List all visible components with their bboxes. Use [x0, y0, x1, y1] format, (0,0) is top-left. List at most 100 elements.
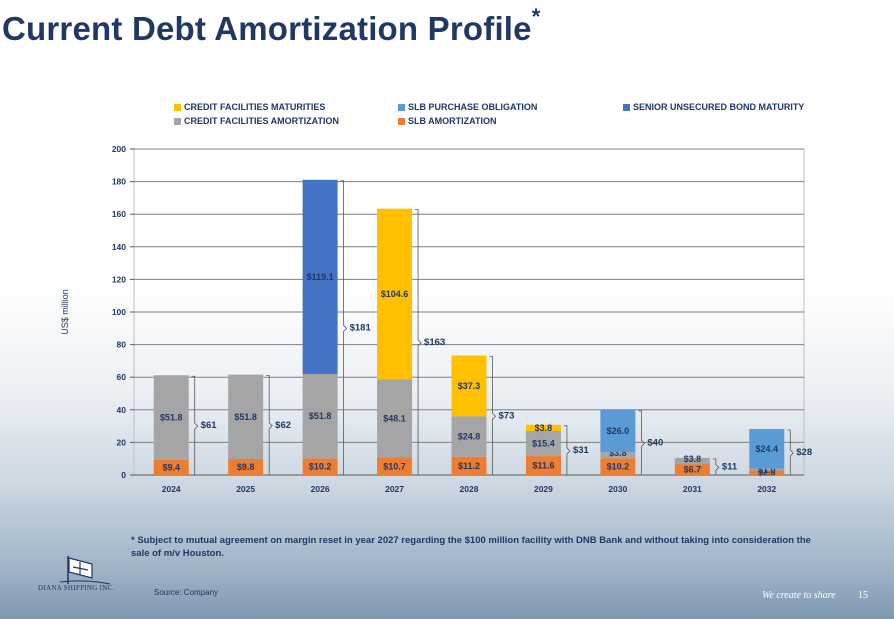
- bar-credit_amortization-2032: [749, 468, 785, 471]
- total-bracket-2026: [340, 180, 348, 476]
- x-tick-label: 2029: [534, 484, 553, 494]
- y-tick-label: 120: [112, 274, 126, 284]
- bar-credit_amortization-2029: [525, 430, 561, 457]
- bar-credit_amortization-2026: [302, 373, 338, 459]
- total-bracket-2032: [787, 429, 794, 476]
- value-label-slb_purchase-2030: $26.0: [607, 426, 630, 436]
- value-label-slb_amortization-2029: $11.6: [532, 461, 554, 471]
- legend-swatch-bond-maturity: [623, 103, 630, 111]
- bar-credit_amortization-2025: [228, 374, 264, 460]
- bar-credit_maturities-2027: [377, 208, 413, 380]
- legend-label-bond-maturity: SENIOR UNSECURED BOND MATURITY: [633, 102, 805, 112]
- total-label-2030: $40: [647, 437, 663, 448]
- value-label-bond_maturity-2026: $119.1: [307, 272, 334, 282]
- total-label-2024: $61: [201, 420, 218, 431]
- y-axis-label: US$ million: [60, 289, 70, 335]
- value-label-credit_amortization-2027: $48.1: [383, 413, 406, 423]
- y-tick-label: 100: [112, 307, 126, 317]
- value-label-slb_amortization-2030: $10.2: [607, 462, 630, 472]
- total-bracket-2031: [712, 458, 720, 476]
- logo-text: DIANA SHIPPING INC.: [38, 584, 115, 592]
- y-tick-label: 140: [112, 242, 126, 252]
- y-tick-label: 80: [117, 340, 127, 350]
- bar-slb_amortization-2031: [674, 464, 710, 475]
- total-bracket-2024: [191, 375, 199, 476]
- diana-shipping-logo-icon: [59, 556, 111, 585]
- value-label-credit_amortization-2024: $51.8: [160, 412, 183, 422]
- value-label-credit_amortization-2026: $51.8: [309, 411, 332, 421]
- title-asterisk: *: [531, 4, 541, 29]
- x-tick-label: 2027: [385, 484, 404, 494]
- value-label-slb_amortization-2027: $10.7: [383, 461, 406, 471]
- value-label-credit_maturities-2027: $104.6: [381, 289, 409, 299]
- value-label-credit_maturities-2028: $37.3: [458, 381, 481, 391]
- total-label-2032: $28: [796, 447, 812, 458]
- bar-credit_amortization-2028: [451, 416, 487, 457]
- bar-credit_amortization-2030: [600, 452, 636, 459]
- value-label-credit_amortization-2031: $3.8: [684, 454, 702, 464]
- bar-slb_purchase-2032: [749, 429, 785, 469]
- x-tick-label: 2026: [311, 484, 330, 494]
- value-label-slb_amortization-2024: $9.4: [162, 462, 180, 472]
- total-label-2028: $73: [499, 410, 515, 421]
- x-tick-label: 2024: [162, 484, 181, 494]
- slogan: We create to share: [762, 590, 836, 601]
- bar-slb_amortization-2027: [377, 457, 413, 475]
- y-tick-label: 200: [112, 144, 126, 154]
- value-label-credit_amortization-2025: $51.8: [234, 412, 257, 422]
- value-label-credit_amortization-2030: $3.8: [609, 448, 627, 458]
- legend-swatch-credit-maturities: [174, 103, 181, 111]
- bar-credit_maturities-2029: [525, 424, 561, 431]
- bar-slb_amortization-2032: [749, 470, 785, 475]
- x-tick-label: 2032: [757, 484, 776, 494]
- bar-credit_amortization-2031: [674, 457, 710, 465]
- value-label-slb_amortization-2028: $11.2: [458, 461, 480, 471]
- legend-label-credit-maturities: CREDIT FACILITIES MATURITIES: [184, 102, 326, 112]
- total-bracket-2030: [638, 410, 645, 476]
- legend-bond-maturity: SENIOR UNSECURED BOND MATURITY: [623, 102, 804, 112]
- bar-bond_maturity-2026: [302, 179, 338, 374]
- total-bracket-2028: [489, 356, 497, 476]
- legend-credit-amortization: CREDIT FACILITIES AMORTIZATION: [174, 116, 339, 126]
- total-label-2029: $31: [573, 445, 590, 456]
- y-tick-label: 0: [121, 470, 126, 480]
- value-label-credit_amortization-2028: $24.8: [458, 432, 481, 442]
- footnote: * Subject to mutual agreement on margin …: [131, 535, 811, 559]
- page-title: Current Debt Amortization Profile*: [2, 4, 541, 47]
- value-label-slb_amortization-2031: $6.7: [684, 465, 702, 475]
- bar-slb_purchase-2030: [600, 409, 636, 453]
- legend-label-credit-amortization: CREDIT FACILITIES AMORTIZATION: [184, 116, 339, 126]
- total-label-2027: $163: [424, 337, 445, 348]
- value-label-credit_maturities-2029: $3.8: [535, 423, 553, 433]
- total-label-2025: $62: [275, 420, 291, 431]
- source-note: Source: Company: [154, 588, 219, 597]
- bar-slb_amortization-2029: [525, 456, 561, 475]
- value-label-slb_purchase-2032: $24.4: [756, 444, 779, 454]
- y-tick-label: 60: [117, 372, 127, 382]
- legend-swatch-slb-amortization: [398, 117, 405, 125]
- total-bracket-2025: [266, 375, 273, 476]
- x-tick-label: 2030: [608, 484, 627, 494]
- bar-slb_amortization-2030: [600, 458, 636, 475]
- total-label-2031: $11: [722, 461, 738, 472]
- legend-label-slb-purchase: SLB PURCHASE OBLIGATION: [408, 102, 538, 112]
- legend-swatch-credit-amortization: [174, 117, 181, 125]
- page-number: 15: [858, 590, 868, 601]
- bar-credit_amortization-2024: [153, 375, 189, 460]
- y-tick-label: 40: [117, 405, 127, 415]
- y-tick-label: 180: [112, 177, 126, 187]
- legend-slb-amortization: SLB AMORTIZATION: [398, 116, 497, 126]
- legend-credit-maturities: CREDIT FACILITIES MATURITIES: [174, 102, 325, 112]
- bar-credit_amortization-2027: [377, 379, 413, 458]
- total-bracket-2027: [415, 209, 422, 476]
- x-tick-label: 2028: [460, 484, 479, 494]
- total-bracket-2029: [563, 425, 571, 476]
- y-tick-label: 160: [112, 209, 126, 219]
- value-label-slb_amortization-2026: $10.2: [309, 462, 332, 472]
- x-tick-label: 2031: [683, 484, 702, 494]
- bar-credit_maturities-2028: [451, 355, 487, 417]
- bar-slb_amortization-2028: [451, 456, 487, 475]
- legend-label-slb-amortization: SLB AMORTIZATION: [408, 116, 497, 126]
- value-label-slb_amortization-2025: $9.8: [237, 462, 255, 472]
